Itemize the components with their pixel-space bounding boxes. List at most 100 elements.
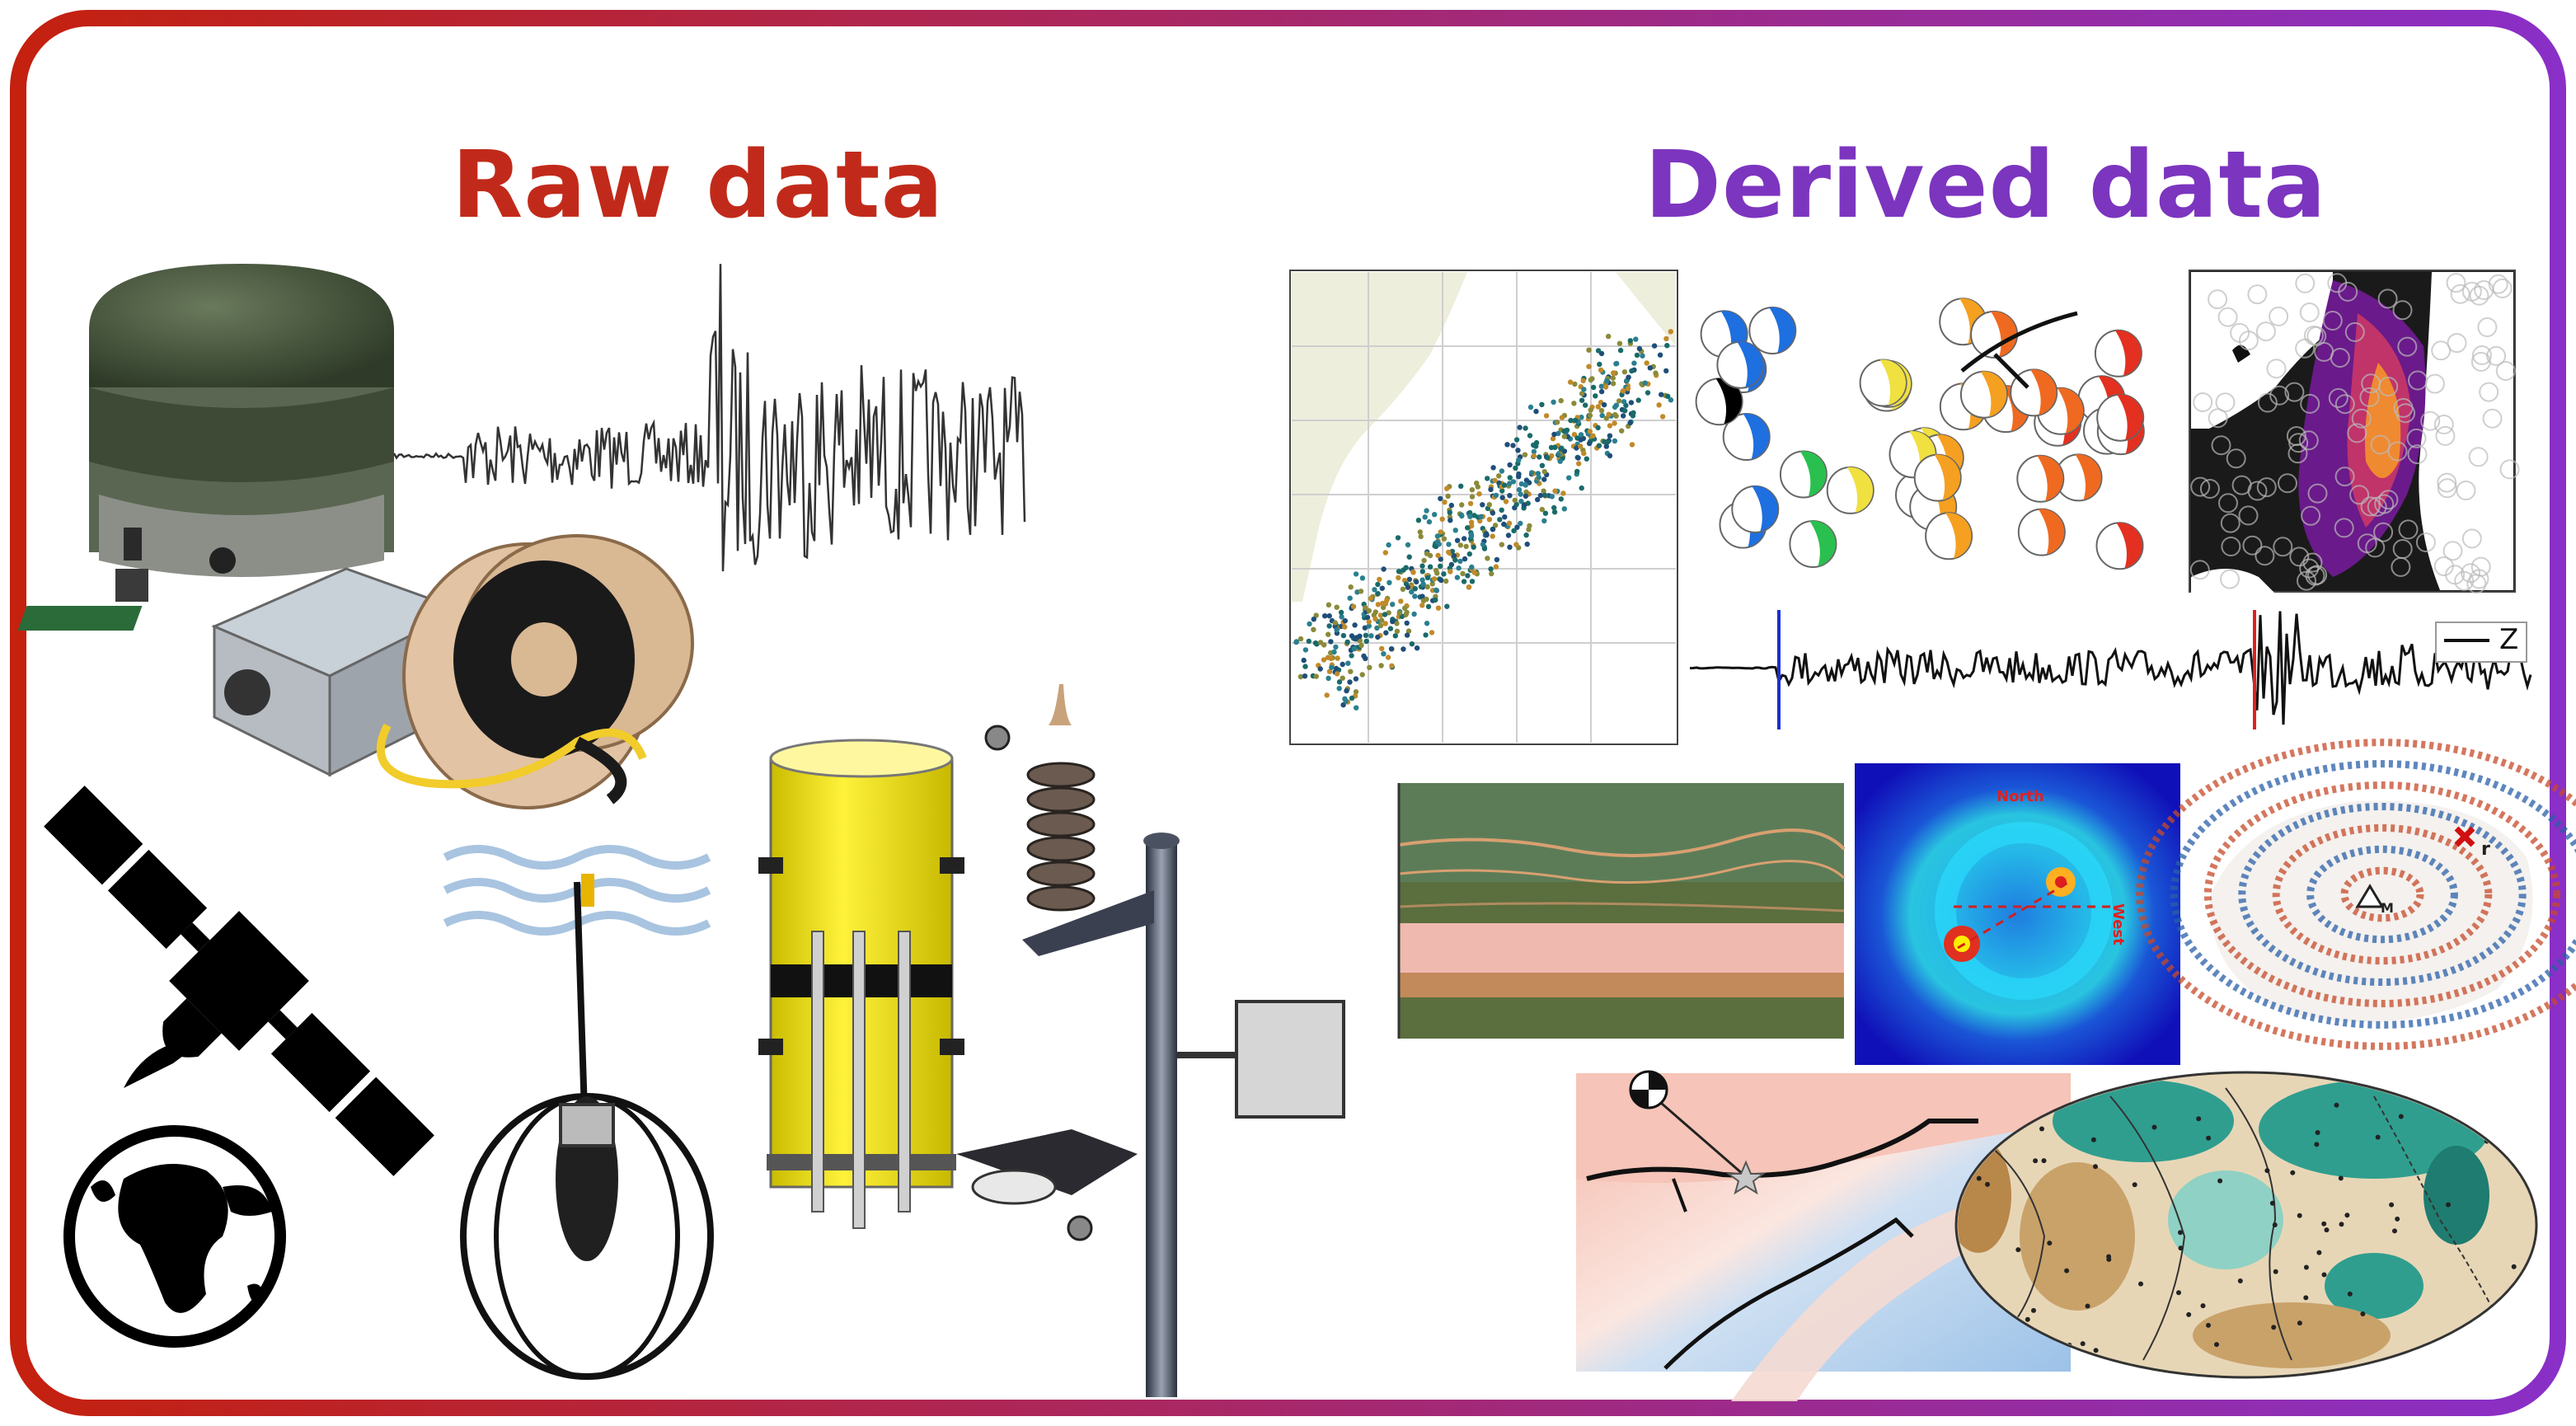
earthquake-dot (1302, 647, 1309, 653)
wavefront-ring (2340, 866, 2424, 922)
hotspot-dot (2503, 1339, 2509, 1344)
station-circle (2470, 351, 2491, 372)
earthquake-dot (1603, 415, 1610, 421)
station-circle (2226, 448, 2246, 469)
earthquake-dot (1499, 507, 1504, 513)
earthquake-dot (1457, 542, 1464, 548)
beachball (2016, 454, 2065, 503)
beachball (1789, 520, 1837, 568)
earthquake-dot (1489, 570, 1494, 577)
earthquake-dot (1322, 613, 1328, 619)
earthquake-dot (1668, 329, 1674, 335)
earthquake-dot (1406, 554, 1412, 560)
earthquake-dot (1378, 663, 1384, 668)
earthquake-dot (1396, 575, 1401, 581)
earthquake-dot (1497, 517, 1503, 523)
earthquake-dot (1379, 645, 1385, 652)
earthquake-dot (1406, 576, 1413, 583)
earthquake-dot (1659, 392, 1664, 397)
earthquake-dot (1627, 420, 1633, 426)
earthquake-dot (1541, 488, 1546, 494)
earthquake-dot (1590, 433, 1596, 439)
station-circle (2447, 333, 2467, 354)
beachball (2094, 329, 2142, 378)
station-circle (2288, 433, 2309, 453)
earthquake-dot (1513, 437, 1520, 443)
earthquake-dot (1471, 570, 1477, 575)
earthquake-dot (1459, 502, 1465, 508)
beachball (1731, 485, 1780, 533)
earthquake-dot (1468, 533, 1475, 539)
station-circle (2344, 321, 2365, 342)
beam-west-label: West (2109, 903, 2127, 945)
hotspot-dot (2389, 1202, 2395, 1208)
earthquake-dot (1336, 679, 1343, 685)
hotspot-dot (2025, 1316, 2030, 1322)
earthquake-dot (1527, 404, 1534, 410)
station-circle (2349, 485, 2370, 505)
station-circle (2255, 546, 2275, 566)
earthquake-dot (1404, 632, 1410, 638)
beachball (2054, 453, 2103, 502)
station-circle (2284, 382, 2305, 402)
earthquake-dot (1439, 516, 1445, 522)
earthquake-dot (1375, 634, 1381, 640)
earthquake-dot (1321, 657, 1327, 663)
earthquake-dot (1574, 468, 1580, 475)
station-circle (2302, 552, 2323, 573)
earthquake-dot (1586, 347, 1592, 353)
earthquake-dot (1427, 564, 1433, 570)
raw-data-heading: Raw data (452, 132, 945, 239)
hotspot-dot (2321, 1272, 2327, 1278)
hotspot-dot (2464, 1098, 2469, 1104)
earthquake-dot (1347, 679, 1353, 685)
earthquake-dot (1425, 603, 1432, 610)
earthquake-dot (1469, 579, 1476, 584)
earthquake-dot (1568, 417, 1574, 424)
earthquake-dot (1419, 603, 1425, 608)
earthquake-dot (1551, 509, 1558, 515)
earthquake-dot (1324, 692, 1330, 698)
earthquake-dot (1326, 631, 1331, 637)
earthquake-dot (1499, 468, 1505, 474)
station-circle (2442, 541, 2463, 561)
hotspot-dot (2178, 1245, 2184, 1251)
earthquake-dot (1507, 475, 1513, 481)
earthquake-dot (1543, 413, 1550, 419)
earthquake-dot (1619, 428, 1625, 434)
earthquake-dot (1342, 624, 1348, 630)
hotspot-dot (2395, 1216, 2400, 1222)
station-circle (2334, 467, 2355, 487)
earthquake-dot (1537, 454, 1542, 460)
station-circle (2469, 285, 2489, 306)
earthquake-dot (1507, 481, 1513, 486)
hotspot-dot (2214, 1342, 2219, 1348)
earthquake-dot (1420, 581, 1426, 587)
earthquake-dot (1419, 577, 1425, 583)
hotspot-dot (2093, 1164, 2098, 1170)
earthquake-dot (1340, 675, 1345, 681)
earthquake-dot (1518, 499, 1524, 504)
earthquake-dot (1334, 671, 1340, 677)
earthquake-dot (1465, 525, 1471, 531)
earthquake-dot (1636, 345, 1643, 352)
earthquake-dot (1505, 532, 1512, 538)
earthquake-dot (1606, 411, 1612, 417)
earthquake-dot (1469, 564, 1475, 570)
earthquake-dot (1583, 402, 1588, 408)
earthquake-dot (1552, 488, 1558, 494)
station-circle (2431, 340, 2452, 361)
station-circle (2393, 397, 2414, 418)
earthquake-dot (1433, 587, 1439, 593)
earthquake-dot (1581, 387, 1587, 392)
station-circle (2189, 560, 2210, 580)
earthquake-dot (1361, 653, 1367, 659)
earthquake-dot (1516, 486, 1523, 493)
hotspot-dot (2297, 1213, 2302, 1218)
hotspot-dot (2315, 1130, 2320, 1135)
earthquake-dot (1535, 496, 1541, 503)
earthquake-dot (1635, 397, 1641, 403)
earthquake-dot (1663, 368, 1669, 374)
earthquake-dot (1409, 589, 1415, 595)
wavefront-ring (2136, 739, 2576, 1050)
